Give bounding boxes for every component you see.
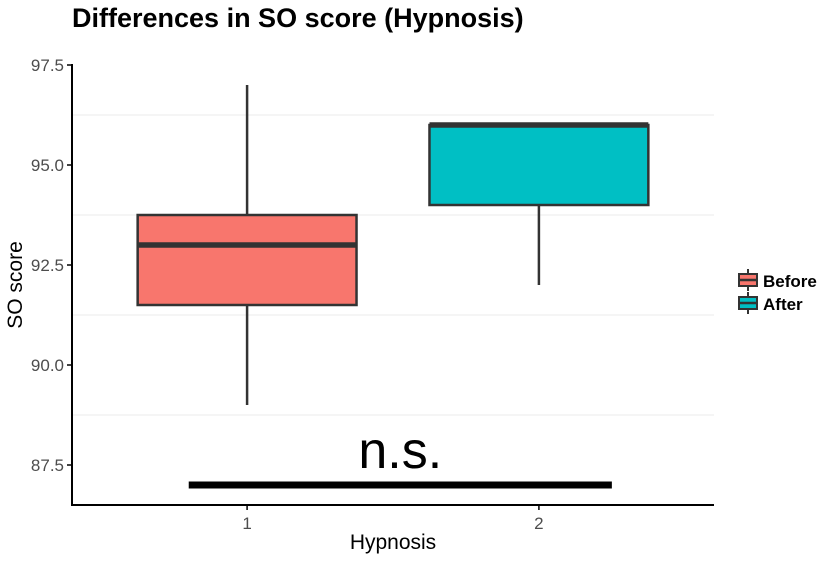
annotation: n.s. <box>188 422 612 489</box>
chart-title: Differences in SO score (Hypnosis) <box>72 3 524 33</box>
x-tick-label: 2 <box>534 514 543 533</box>
y-tick-label: 87.5 <box>31 456 64 475</box>
box-before <box>136 85 358 405</box>
x-tick-label: 1 <box>242 514 251 533</box>
box-body <box>428 123 650 207</box>
legend-label: Before <box>763 272 817 291</box>
y-axis-title: SO score <box>4 241 27 329</box>
boxes <box>136 85 650 405</box>
significance-label: n.s. <box>358 422 442 480</box>
box-body <box>136 213 358 307</box>
y-tick-label: 90.0 <box>31 356 64 375</box>
legend: Before After <box>738 269 817 314</box>
x-axis-title: Hypnosis <box>350 531 436 554</box>
legend-item-after: After <box>738 292 803 314</box>
y-tick-label: 95.0 <box>31 156 64 175</box>
y-tick-label: 92.5 <box>31 256 64 275</box>
legend-label: After <box>763 295 803 314</box>
box-after <box>428 122 650 285</box>
axes <box>71 64 714 506</box>
y-axis-ticks: 87.5 90.0 92.5 95.0 97.5 <box>31 56 72 475</box>
y-tick-label: 97.5 <box>31 56 64 75</box>
legend-item-before: Before <box>738 269 817 291</box>
